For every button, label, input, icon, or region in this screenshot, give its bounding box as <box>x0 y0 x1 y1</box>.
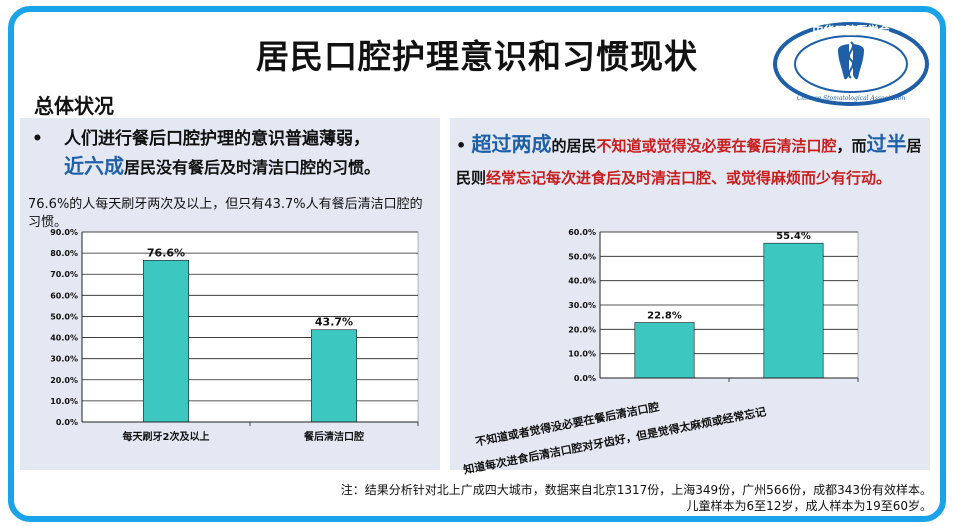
data-label: 55.4% <box>776 231 811 242</box>
y-tick-label: 50.0% <box>50 312 78 321</box>
slide-title: 居民口腔护理意识和习惯现状 <box>256 37 698 76</box>
y-tick-label: 90.0% <box>50 228 78 237</box>
left-bar-chart: 0.0% 10.0% 20.0% 30.0% 40.0% 50.0% 60.0% 70.0% 8… <box>50 228 419 443</box>
logo-text: 中华口腔医学会 <box>813 23 891 37</box>
y-tick-label: 30.0% <box>568 301 596 310</box>
footnote-line2: 儿童样本为6至12岁，成人样本为19至60岁。 <box>686 499 932 513</box>
y-tick-label: 80.0% <box>50 249 78 258</box>
y-tick-label: 20.0% <box>50 376 78 385</box>
left-bullet-line1: 人们进行餐后口腔护理的意识普遍薄弱， <box>64 129 370 149</box>
y-tick-label: 10.0% <box>50 397 78 406</box>
plot-area <box>81 231 419 423</box>
y-tick-label: 40.0% <box>50 334 78 343</box>
data-label: 22.8% <box>647 311 682 322</box>
bar <box>763 242 824 379</box>
y-tick-label: 50.0% <box>568 252 596 261</box>
data-label: 43.7% <box>315 316 353 329</box>
y-tick-label: 0.0% <box>56 418 78 427</box>
right-bullet: • 超过两成的居民不知道或觉得没必要在餐后清洁口腔，而过半居民则经常忘记每次进食… <box>456 128 924 194</box>
x-category-label: 餐后清洁口腔 <box>303 430 364 443</box>
section-heading: 总体状况 <box>34 94 114 118</box>
right-text-part3: 居民则 <box>456 137 922 187</box>
bar <box>311 329 357 423</box>
footnote-line1: 注：结果分析针对北上广成四大城市，数据来自北京1317份，上海349份，广州56… <box>340 483 932 497</box>
bar <box>143 259 189 423</box>
y-tick-label: 40.0% <box>568 277 596 286</box>
y-tick-label: 30.0% <box>50 355 78 364</box>
right-highlight-2: 过半 <box>866 132 907 156</box>
right-red-2: 经常忘记每次进食后及时清洁口腔、或觉得麻烦而少有行动。 <box>486 169 892 187</box>
y-tick-label: 70.0% <box>50 270 78 279</box>
footnote: 注：结果分析针对北上广成四大城市，数据来自北京1317份，上海349份，广州56… <box>341 482 932 514</box>
bullet-dot: • <box>32 129 43 149</box>
left-bullet: • 人们进行餐后口腔护理的意识普遍薄弱， 近六成居民没有餐后及时清洁口腔的习惯。 <box>32 126 440 182</box>
slide-frame <box>8 6 946 522</box>
y-tick-label: 60.0% <box>568 228 596 237</box>
right-text-part2: ，而 <box>836 137 867 155</box>
left-note: 76.6%的人每天刷牙两次及以上，但只有43.7%人有餐后清洁口腔的习惯。 <box>28 197 423 230</box>
right-text-part1: 的居民 <box>551 137 597 155</box>
association-logo: 中华口腔医学会 Chinese Stomatological Associati… <box>773 22 929 106</box>
right-highlight-1: 超过两成 <box>471 132 552 156</box>
bar <box>634 322 695 379</box>
left-bullet-highlight: 近六成 <box>64 154 124 178</box>
tooth-emblem-icon <box>838 38 864 84</box>
logo-subtext: Chinese Stomatological Association <box>797 95 906 102</box>
x-category-label: 每天刷牙2次及以上 <box>123 430 210 443</box>
data-label: 76.6% <box>147 246 185 259</box>
y-tick-label: 60.0% <box>50 291 78 300</box>
bullet-dot: • <box>456 136 467 155</box>
y-tick-label: 0.0% <box>574 374 596 383</box>
right-bar-chart: 0.0% 10.0% 20.0% 30.0% 40.0% 50.0% 60.0% 22.8% 5… <box>568 228 859 383</box>
right-red-1: 不知道或觉得没必要在餐后清洁口腔 <box>596 137 837 155</box>
left-bullet-line2: 居民没有餐后及时清洁口腔的习惯。 <box>124 158 381 177</box>
y-tick-label: 20.0% <box>568 325 596 334</box>
y-tick-label: 10.0% <box>568 350 596 359</box>
